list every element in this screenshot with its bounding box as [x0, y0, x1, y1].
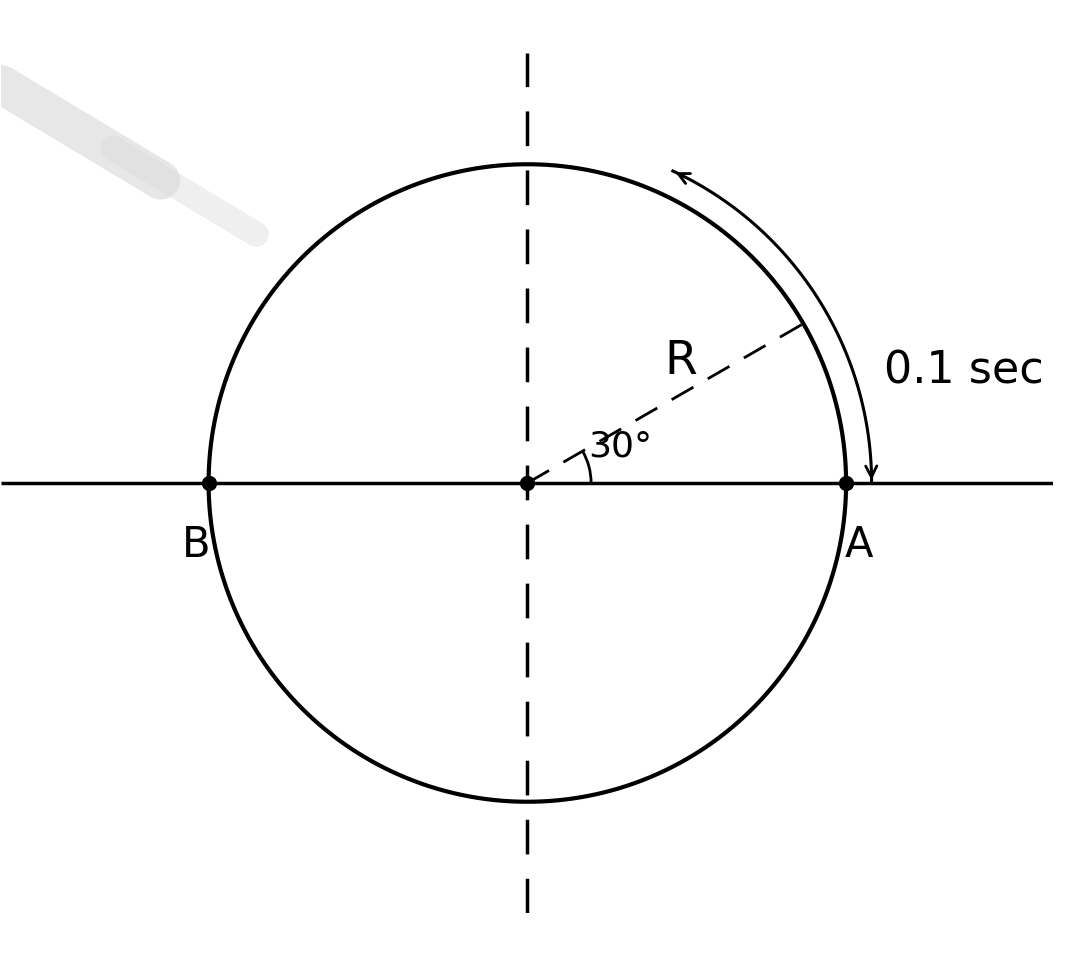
Text: R: R	[664, 339, 697, 384]
Text: A: A	[845, 525, 873, 566]
Text: 0.1 sec: 0.1 sec	[885, 350, 1044, 393]
Text: B: B	[181, 525, 211, 566]
Text: 30°: 30°	[588, 430, 652, 464]
